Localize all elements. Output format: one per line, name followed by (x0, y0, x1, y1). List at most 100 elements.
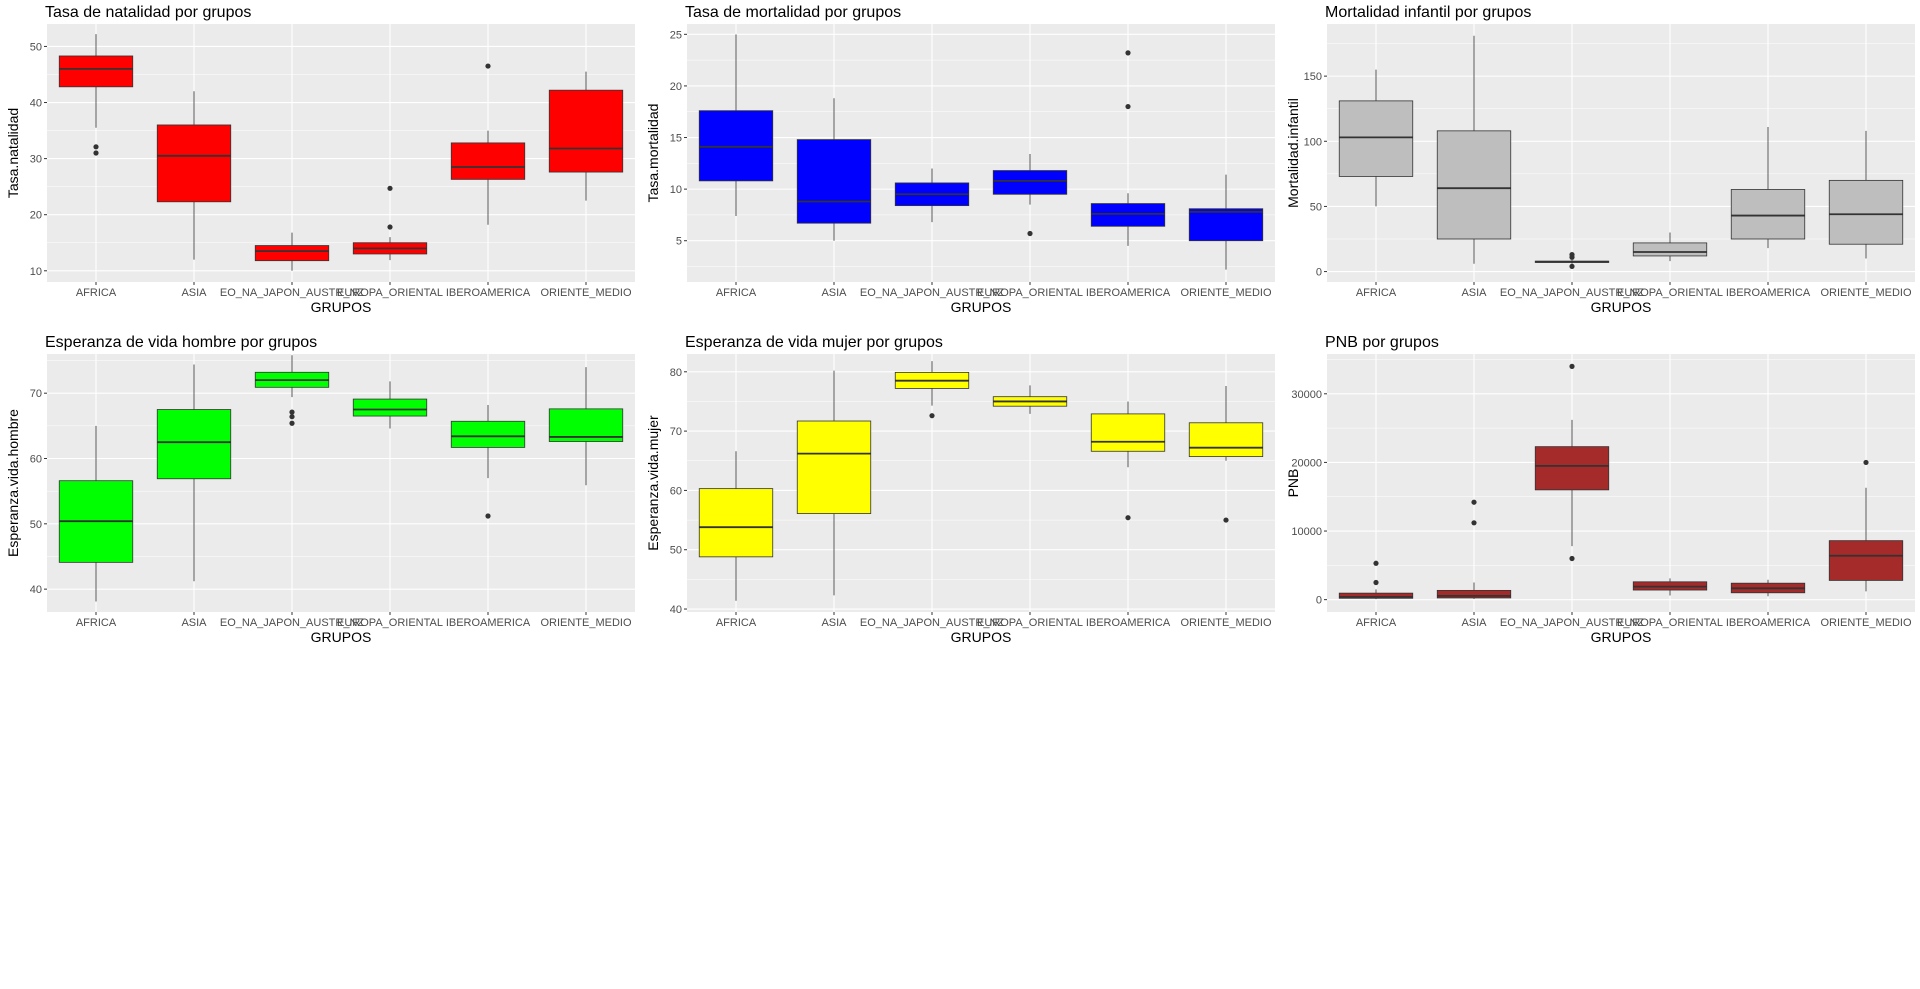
x-tick-label: ASIA (821, 287, 847, 299)
x-tick-label: IBEROAMERICA (446, 287, 531, 299)
box-eo-na-japon-austr-nz (1534, 363, 1610, 562)
y-tick-label: 0 (1316, 595, 1322, 607)
y-axis-title: Tasa.mortalidad (645, 104, 661, 203)
chart-title: PNB por grupos (1325, 334, 1439, 351)
boxplot-chart-1: Tasa de natalidad por grupos 10 20 30 40 50 AF… (5, 4, 635, 315)
iqr-box (156, 124, 232, 203)
box-asia (156, 364, 232, 582)
box-iberoamerica (1730, 579, 1806, 597)
x-tick-label: AFRICA (1356, 287, 1397, 299)
box-asia (1436, 35, 1512, 264)
y-tick-label: 70 (670, 426, 682, 438)
box-oriente-medio (1828, 130, 1904, 259)
x-tick-label: AFRICA (1356, 617, 1397, 629)
y-tick-label: 80 (670, 367, 682, 379)
x-tick-label: ORIENTE_MEDIO (1180, 287, 1272, 299)
x-tick-label: EUROPA_ORIENTAL (337, 287, 443, 299)
x-axis-title: GRUPOS (951, 629, 1012, 645)
iqr-box (1632, 242, 1708, 257)
outlier-point (1569, 252, 1575, 258)
box-asia (156, 91, 232, 260)
x-tick-label: AFRICA (76, 617, 117, 629)
box-asia (1436, 499, 1512, 599)
box-oriente-medio (1188, 386, 1264, 523)
iqr-box (796, 420, 872, 514)
iqr-box (450, 420, 526, 448)
boxplot-chart-2: Tasa de mortalidad por grupos 5 10 15 20 25 AF… (645, 4, 1275, 315)
x-tick-label: ORIENTE_MEDIO (1820, 617, 1912, 629)
y-tick-label: 30 (30, 154, 42, 166)
x-axis-title: GRUPOS (311, 299, 372, 315)
y-tick-label: 40 (30, 584, 42, 596)
y-tick-label: 100 (1304, 136, 1322, 148)
x-tick-label: EO_NA_JAPON_AUSTR_NZ (860, 617, 1005, 629)
y-tick-label: 50 (30, 519, 42, 531)
box-iberoamerica (1730, 126, 1806, 249)
iqr-box (1828, 540, 1904, 581)
outlier-point (485, 513, 491, 519)
y-tick-label: 150 (1304, 71, 1322, 83)
outlier-point (1223, 517, 1229, 523)
outlier-point (1569, 555, 1575, 562)
x-tick-label: ASIA (1461, 287, 1487, 299)
y-tick-label: 50 (670, 545, 682, 557)
boxplot-chart-5: Esperanza de vida mujer por grupos 40 50 60… (645, 334, 1275, 645)
outlier-point (1373, 579, 1379, 586)
y-tick-label: 60 (30, 454, 42, 466)
x-tick-label: EO_NA_JAPON_AUSTR_NZ (220, 287, 365, 299)
outlier-point (289, 409, 295, 415)
box-iberoamerica (450, 404, 526, 519)
chart-panel-4: Esperanza de vida hombre por grupos 40 50 6… (0, 330, 640, 660)
box-europa-oriental (992, 385, 1068, 414)
y-axis-title: Esperanza.vida.mujer (645, 415, 661, 551)
outlier-point (93, 144, 99, 150)
x-tick-label: AFRICA (76, 287, 117, 299)
y-tick-label: 10000 (1291, 526, 1322, 538)
plot-background (1327, 24, 1915, 282)
y-axis-title: Esperanza.vida.hombre (5, 409, 21, 557)
y-tick-label: 70 (30, 388, 42, 400)
y-axis-title: Mortalidad.infantil (1285, 98, 1301, 208)
iqr-box (992, 170, 1068, 195)
outlier-point (1471, 499, 1477, 505)
x-tick-label: EUROPA_ORIENTAL (977, 617, 1083, 629)
chart-panel-1: Tasa de natalidad por grupos 10 20 30 40 50 AF… (0, 0, 640, 330)
box-africa (58, 34, 134, 156)
outlier-point (485, 63, 491, 69)
box-eo-na-japon-austr-nz (1534, 252, 1610, 269)
box-africa (698, 451, 774, 601)
x-tick-label: ORIENTE_MEDIO (1180, 617, 1272, 629)
iqr-box (1436, 130, 1512, 240)
iqr-box (1828, 179, 1904, 245)
x-tick-label: EO_NA_JAPON_AUSTR_NZ (860, 287, 1005, 299)
y-tick-label: 20 (670, 81, 682, 93)
x-tick-label: EO_NA_JAPON_AUSTR_NZ (1500, 287, 1645, 299)
x-tick-label: IBEROAMERICA (1726, 287, 1811, 299)
iqr-box (548, 89, 624, 173)
iqr-box (1730, 189, 1806, 240)
x-tick-label: ORIENTE_MEDIO (1820, 287, 1912, 299)
iqr-box (1534, 446, 1610, 491)
boxplot-chart-3: Mortalidad infantil por grupos 0 50 100 150 A… (1285, 4, 1915, 315)
outlier-point (93, 150, 99, 156)
y-tick-label: 60 (670, 485, 682, 497)
box-iberoamerica (450, 63, 526, 225)
x-tick-label: IBEROAMERICA (1086, 287, 1171, 299)
box-asia (796, 370, 872, 596)
y-tick-label: 40 (670, 604, 682, 616)
plot-background (47, 24, 635, 282)
iqr-box (1338, 592, 1414, 599)
outlier-point (1373, 560, 1379, 566)
y-tick-label: 5 (676, 236, 682, 248)
x-tick-label: EO_NA_JAPON_AUSTR_NZ (1500, 617, 1645, 629)
box-oriente-medio (1828, 459, 1904, 592)
outlier-point (1125, 515, 1131, 521)
y-tick-label: 20 (30, 210, 42, 222)
x-tick-label: AFRICA (716, 287, 757, 299)
x-tick-label: ASIA (181, 617, 207, 629)
iqr-box (1090, 203, 1166, 227)
box-oriente-medio (548, 367, 624, 486)
x-axis-title: GRUPOS (951, 299, 1012, 315)
plot-background (1327, 354, 1915, 612)
x-tick-label: AFRICA (716, 617, 757, 629)
